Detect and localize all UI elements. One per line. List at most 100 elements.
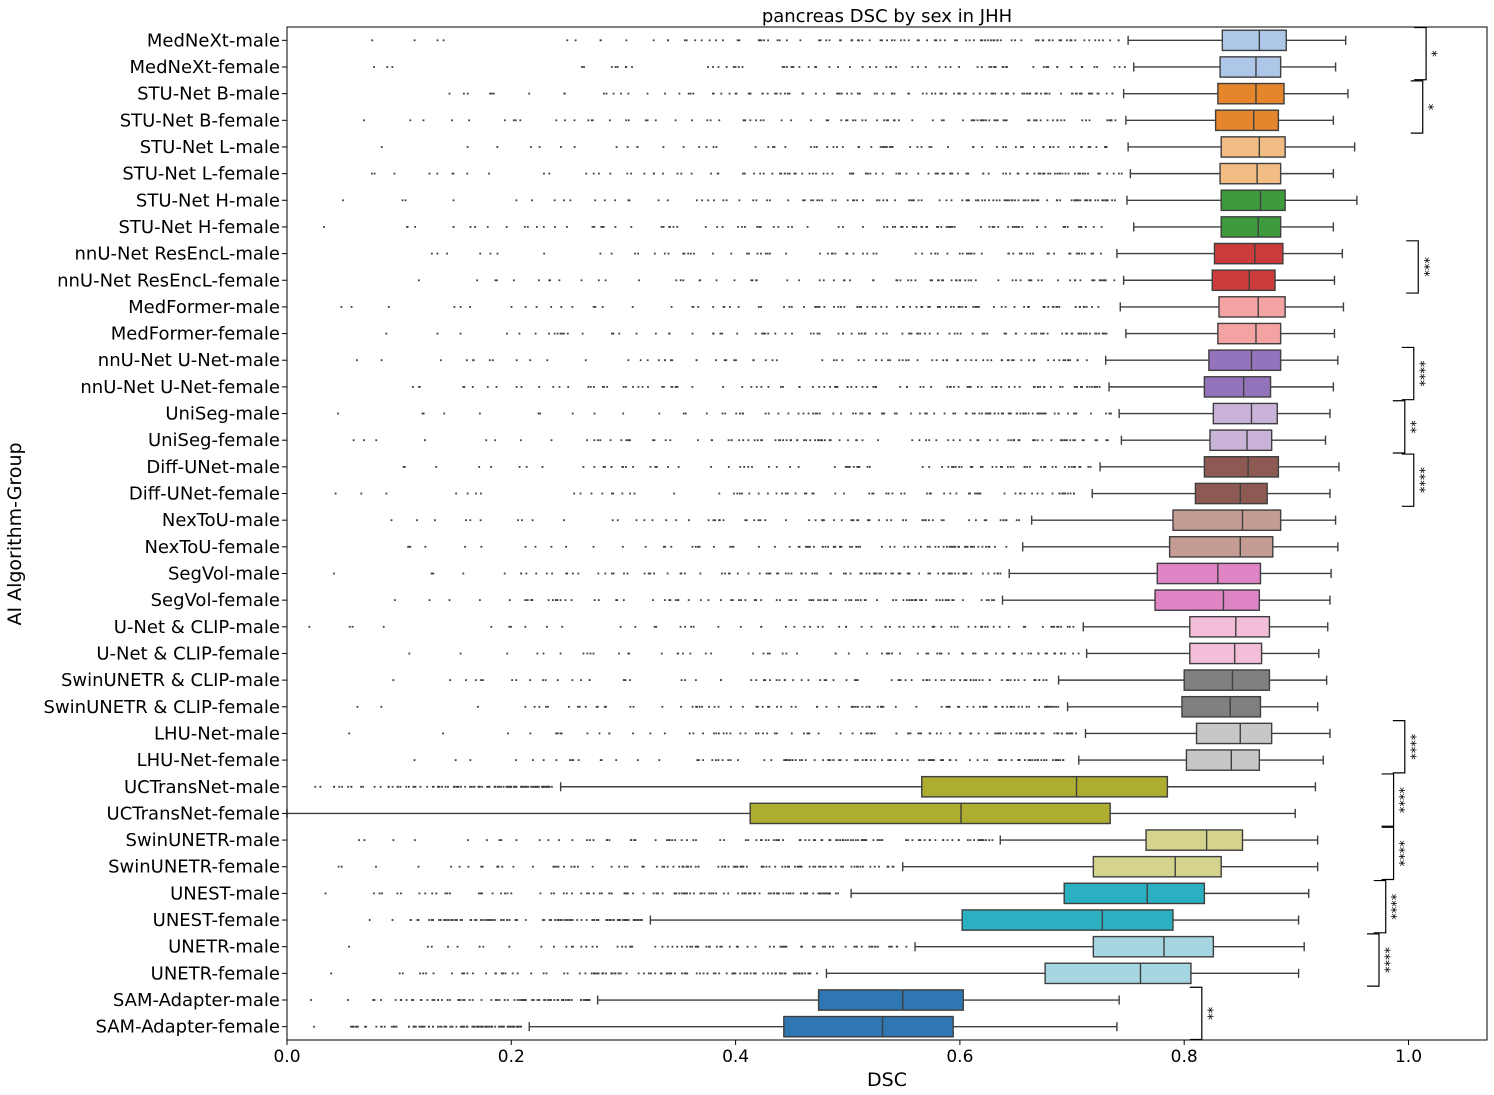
- outlier-point: [556, 919, 559, 921]
- outlier-point: [955, 39, 958, 42]
- outlier-point: [724, 412, 727, 415]
- outlier-point: [974, 625, 977, 628]
- outlier-point: [1010, 39, 1013, 42]
- outlier-point: [550, 892, 553, 895]
- outlier-point: [814, 439, 816, 442]
- outlier-point: [960, 466, 963, 468]
- outlier-point: [818, 306, 821, 308]
- outlier-point: [970, 119, 973, 122]
- outlier-point: [621, 545, 624, 548]
- outlier-point: [840, 306, 842, 308]
- outlier-point: [794, 172, 797, 175]
- outlier-point: [432, 1025, 434, 1028]
- outlier-point: [902, 625, 905, 628]
- outlier-point: [558, 279, 561, 282]
- outlier-point: [849, 839, 852, 841]
- outlier-point: [1097, 172, 1100, 175]
- outlier-point: [464, 785, 467, 788]
- outlier-point: [875, 66, 878, 68]
- outlier-point: [981, 839, 984, 841]
- outlier-point: [1031, 412, 1034, 415]
- outlier-point: [993, 306, 995, 308]
- outlier-point: [998, 625, 1001, 628]
- outlier-point: [788, 545, 791, 548]
- outlier-point: [570, 919, 573, 921]
- y-tick-label: STU-Net H-female: [119, 217, 281, 238]
- outlier-points: [337, 412, 1112, 415]
- outlier-point: [886, 226, 889, 228]
- outlier-point: [902, 599, 905, 601]
- outlier-point: [813, 146, 816, 148]
- outlier-point: [817, 732, 820, 735]
- outlier-point: [1008, 386, 1010, 388]
- outlier-point: [398, 972, 401, 975]
- x-axis: 0.0 0.2 0.4 0.6 0.8 1.0: [273, 1040, 1422, 1067]
- outlier-point: [776, 39, 779, 42]
- outlier-point: [652, 439, 654, 442]
- outlier-point: [561, 919, 563, 921]
- outlier-point: [1002, 412, 1004, 415]
- outlier-point: [986, 359, 989, 362]
- outlier-point: [902, 306, 905, 308]
- outlier-point: [905, 172, 908, 175]
- outlier-point: [766, 92, 769, 95]
- outlier-point: [476, 1025, 479, 1028]
- outlier-point: [441, 785, 443, 788]
- outlier-point: [494, 1025, 497, 1028]
- outlier-point: [794, 865, 796, 868]
- outlier-point: [585, 172, 588, 175]
- outlier-point: [810, 199, 813, 202]
- y-tick-label: SwinUNETR-male: [126, 830, 280, 851]
- outlier-point: [445, 1025, 448, 1028]
- outlier-point: [865, 572, 868, 575]
- outlier-point: [868, 705, 870, 708]
- outlier-point: [572, 572, 574, 575]
- outlier-point: [616, 919, 619, 921]
- outlier-point: [863, 839, 865, 841]
- box-group: [314, 775, 1317, 798]
- outlier-point: [1020, 359, 1023, 362]
- outlier-point: [480, 865, 483, 868]
- outlier-point: [938, 599, 941, 601]
- outlier-point: [931, 92, 933, 95]
- outlier-point: [1055, 466, 1057, 468]
- outlier-point: [903, 39, 906, 42]
- outlier-point: [772, 226, 775, 228]
- outlier-point: [970, 252, 973, 255]
- iqr-box: [1220, 189, 1286, 212]
- outlier-point: [676, 172, 679, 175]
- outlier-point: [383, 1025, 386, 1028]
- outlier-point: [902, 519, 904, 522]
- outlier-point: [588, 839, 591, 841]
- outlier-point: [984, 705, 987, 708]
- outlier-point: [489, 252, 492, 255]
- outlier-point: [758, 39, 761, 42]
- outlier-point: [734, 972, 737, 975]
- outlier-point: [702, 972, 705, 975]
- outlier-point: [822, 759, 825, 761]
- outlier-point: [1108, 119, 1111, 122]
- outlier-point: [577, 759, 580, 761]
- outlier-point: [449, 679, 451, 681]
- outlier-point: [632, 732, 634, 735]
- outlier-point: [860, 332, 863, 335]
- outlier-point: [760, 386, 763, 388]
- outlier-point: [1033, 146, 1035, 148]
- outlier-point: [618, 332, 621, 335]
- iqr-box: [1092, 935, 1215, 958]
- outlier-point: [363, 119, 365, 122]
- outlier-point: [778, 439, 780, 442]
- outlier-point: [868, 945, 871, 948]
- outlier-point: [996, 732, 999, 735]
- iqr-box: [1185, 749, 1261, 771]
- outlier-point: [875, 332, 878, 335]
- outlier-point: [604, 279, 607, 282]
- outlier-point: [860, 839, 863, 841]
- outlier-point: [1017, 226, 1020, 228]
- outlier-point: [1111, 199, 1113, 202]
- outlier-point: [546, 359, 549, 362]
- outlier-point: [717, 865, 720, 868]
- outlier-point: [715, 732, 718, 735]
- outlier-point: [729, 545, 732, 548]
- outlier-point: [755, 679, 758, 681]
